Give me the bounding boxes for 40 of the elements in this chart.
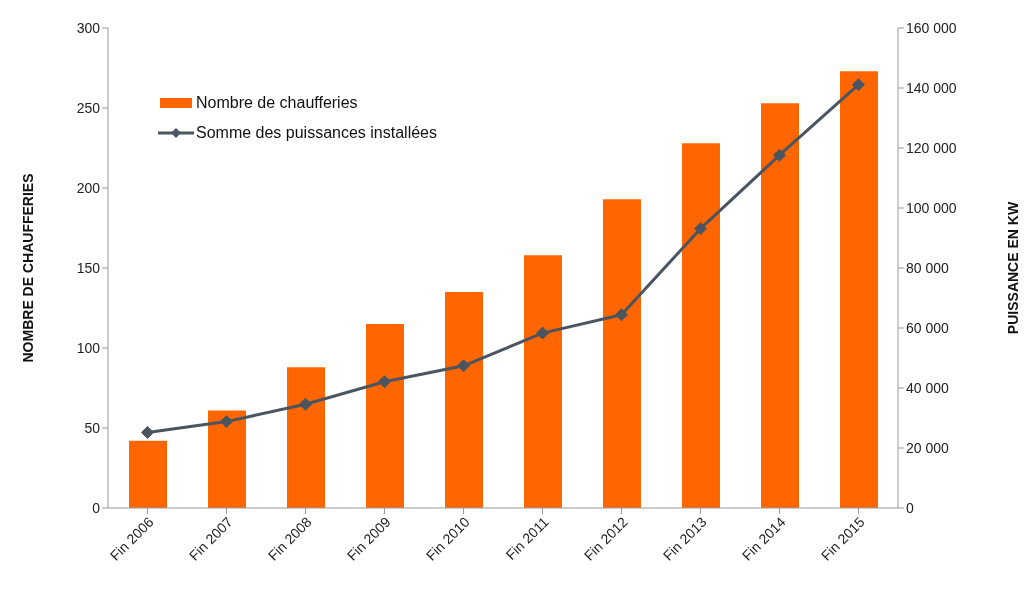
legend-label: Nombre de chaufferies [196,93,358,113]
legend-label: Somme des puissances installées [196,123,438,143]
y2-tick-label: 40 000 [906,379,950,396]
point [457,359,470,373]
bar [524,255,562,508]
y-tick-label: 250 [76,99,101,116]
y-axis-title: NOMBRE DE CHAUFFERIES [19,173,36,363]
y2-tick-label: 0 [906,499,914,516]
bar [445,292,483,508]
y-tick-label: 300 [76,19,101,36]
point [299,397,312,411]
bar [129,440,167,508]
y-tick-label: 150 [76,259,101,276]
y-tick-label: 100 [76,339,101,356]
point [852,78,865,92]
y2-axis-title: PUISSANCE EN KW [1004,201,1021,335]
y-tick-label: 200 [76,179,101,196]
point [536,326,549,340]
y2-tick-label: 140 000 [906,79,957,96]
bar [682,143,720,508]
bar [840,71,878,508]
point [773,148,786,162]
bar [603,199,641,508]
y2-tick-label: 80 000 [906,259,950,276]
point [694,222,707,236]
y-tick-label: 0 [92,499,101,516]
y2-tick-label: 100 000 [906,199,957,216]
point [141,425,154,439]
y-tick-label: 50 [84,419,101,436]
y2-tick-label: 160 000 [906,19,957,36]
point [220,415,233,429]
y2-tick-label: 120 000 [906,139,957,156]
bar [366,324,404,508]
bar [761,103,799,508]
y2-tick-label: 20 000 [906,439,950,456]
bar [287,367,325,508]
point [615,308,628,322]
point [378,375,391,389]
bar [208,410,246,508]
y2-tick-label: 60 000 [906,319,950,336]
